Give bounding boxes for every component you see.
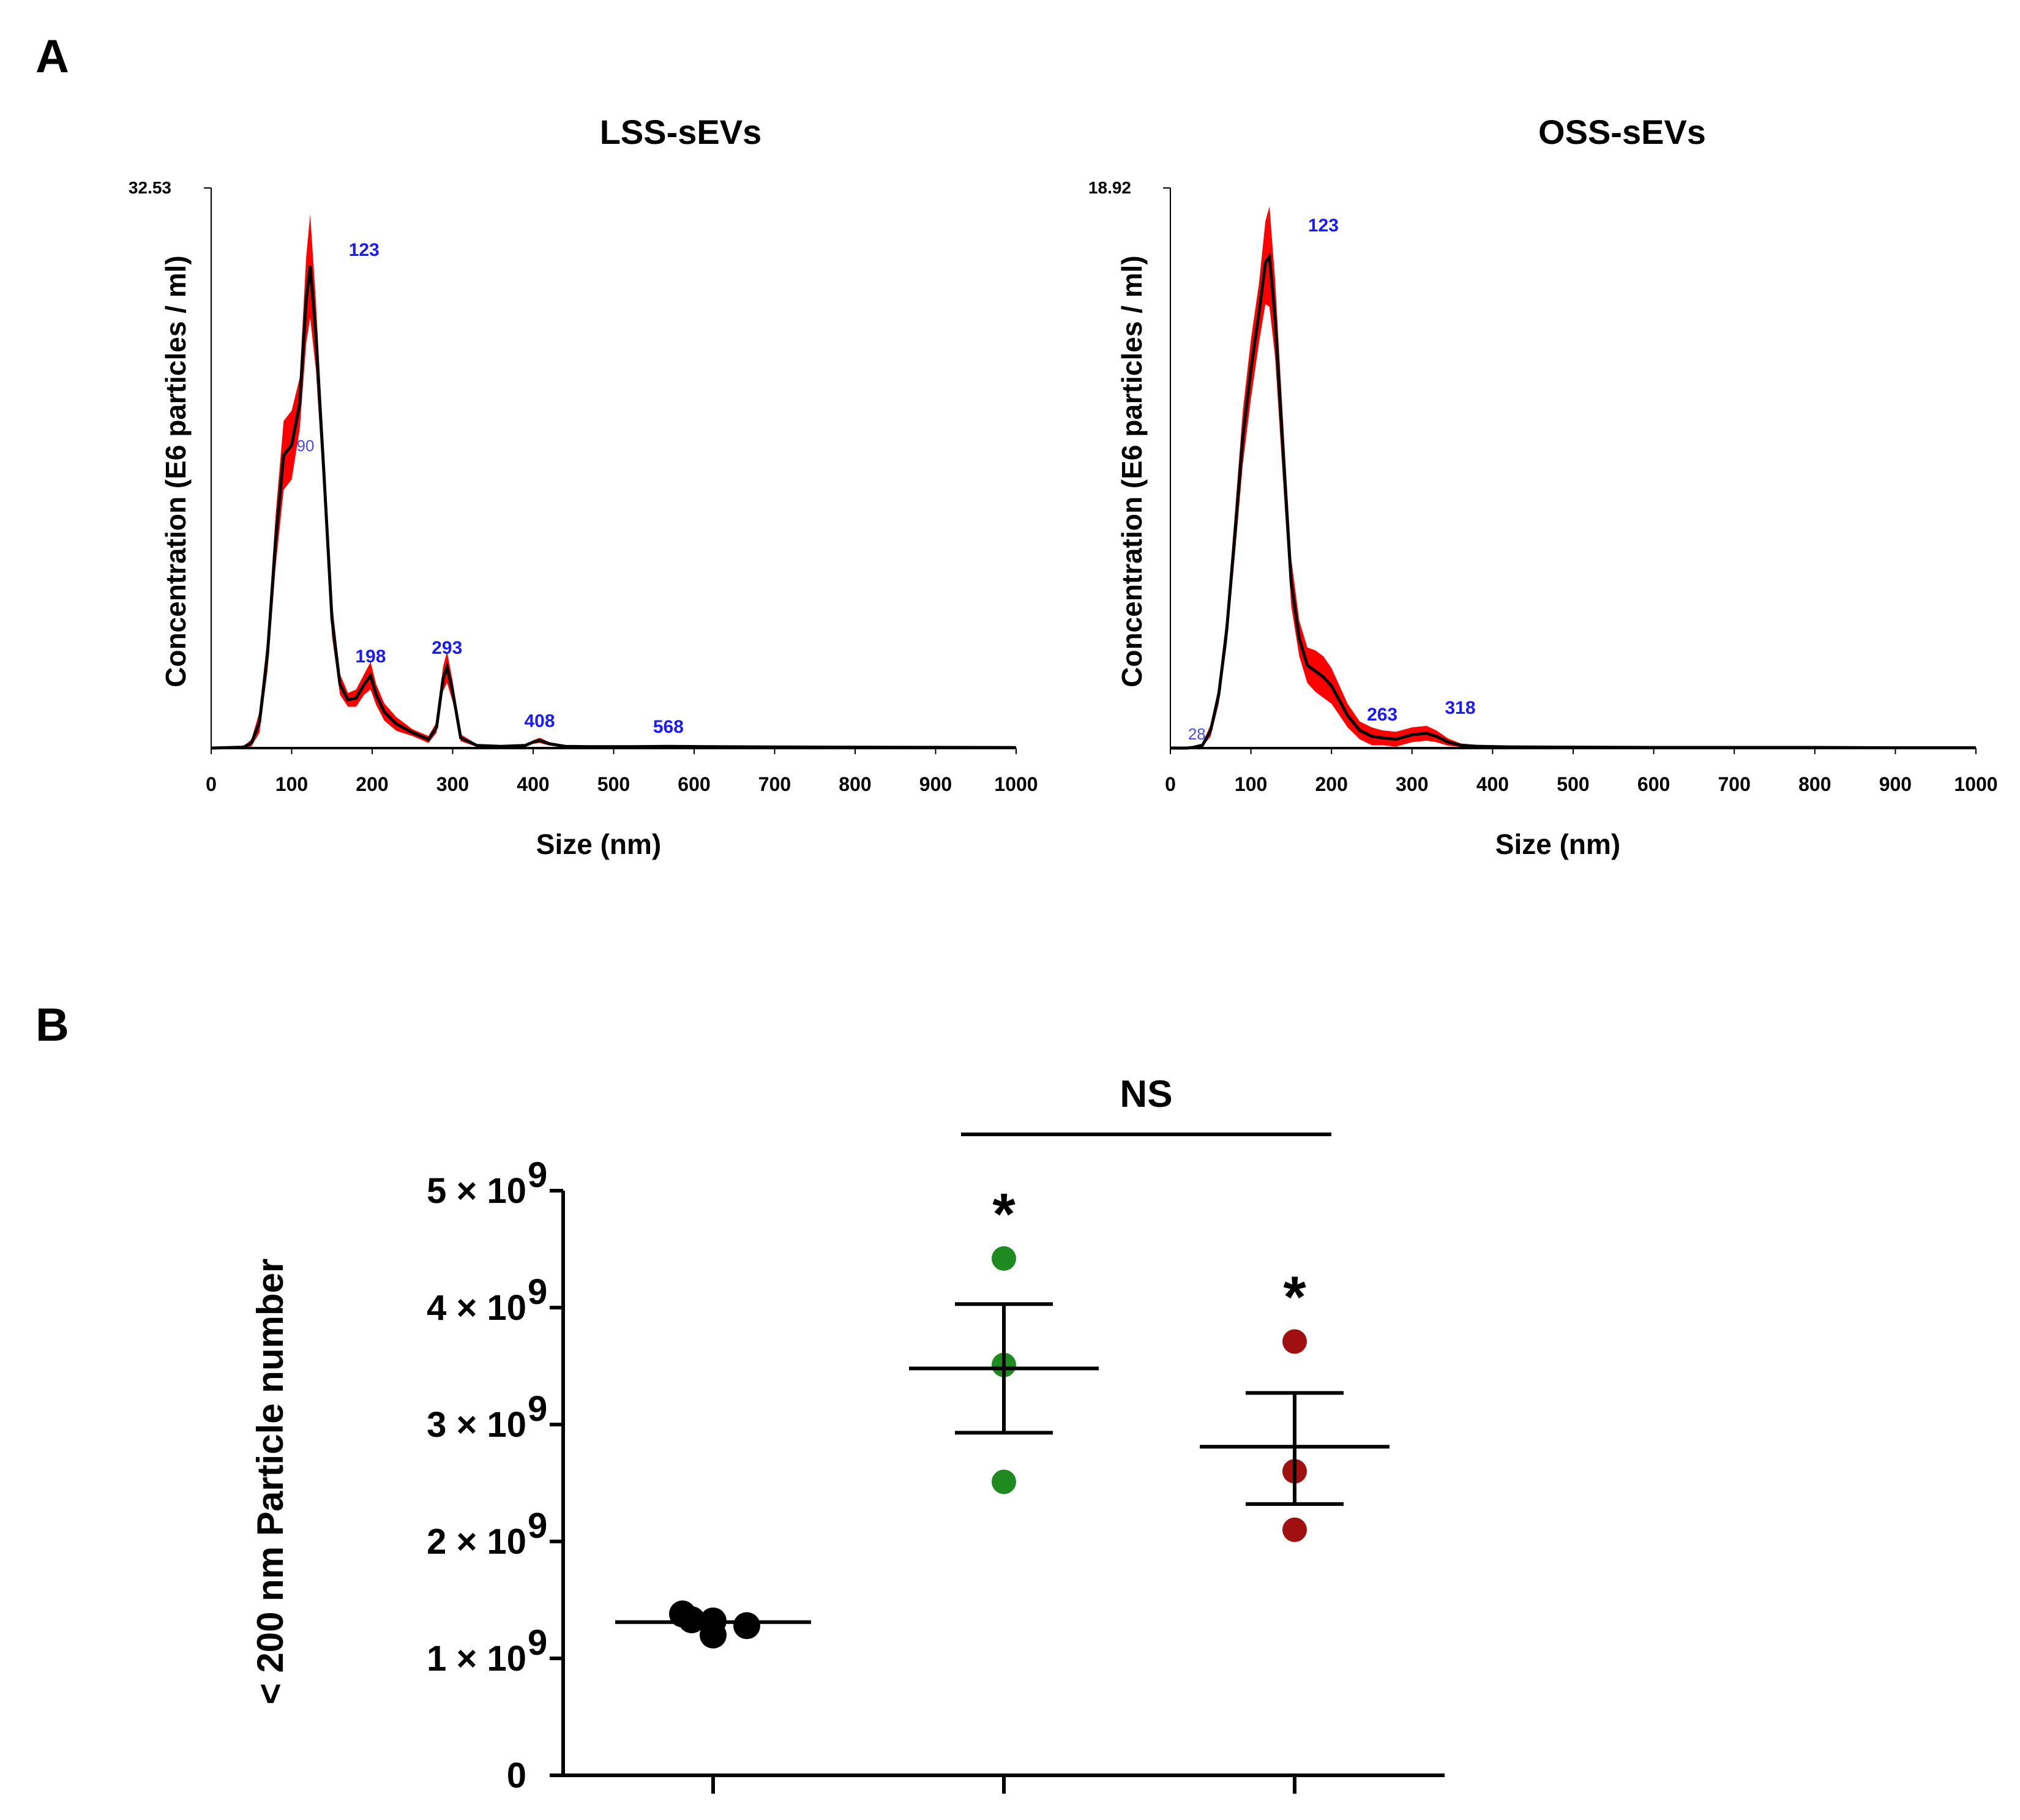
- mean-concentration-line: [211, 266, 1017, 750]
- x-tick-label: 100: [275, 773, 308, 795]
- x-tick-label: 200: [356, 773, 388, 795]
- x-tick-label: 600: [678, 773, 710, 795]
- x-tick-label: 400: [517, 773, 549, 795]
- y-tick-label: 0: [507, 1756, 526, 1796]
- peak-label: 123: [1308, 215, 1339, 236]
- peak-labels: 90 123 198 293 408 568: [297, 240, 684, 737]
- x-tick-label: 400: [1476, 773, 1509, 795]
- x-tick-label: 600: [1637, 773, 1670, 795]
- x-tick-label: 800: [1798, 773, 1831, 795]
- data-point: [992, 1469, 1016, 1494]
- chart-title: OSS-sEVs: [1538, 113, 1706, 151]
- y-tick-label: 3 × 10: [427, 1405, 526, 1445]
- x-axis-label: Size (nm): [1495, 828, 1620, 860]
- y-axis-label: Concentration (E6 particles / ml): [1116, 255, 1148, 687]
- data-point: [992, 1246, 1016, 1271]
- x-tick-label: 200: [1315, 773, 1348, 795]
- data-point: [700, 1621, 727, 1649]
- panel-a-label: A: [36, 31, 69, 83]
- significance-star: *: [992, 1182, 1016, 1247]
- data-point: [1282, 1329, 1307, 1354]
- peak-label: 408: [524, 711, 555, 731]
- y-ticks: 01 × 10 92 × 10 93 × 10 94 × 10 95 × 10 9: [427, 1155, 563, 1796]
- peak-label: 293: [432, 638, 462, 658]
- x-tick-label: 900: [919, 773, 952, 795]
- x-ticks: 0 100 200 300 400 500 600 700 800 900 1000: [206, 748, 1038, 795]
- x-tick-label: 1000: [1954, 773, 1997, 795]
- data-point: [1282, 1517, 1307, 1542]
- chart-title: LSS-sEVs: [600, 113, 762, 151]
- x-tick-label: 300: [1396, 773, 1428, 795]
- x-tick-label: 900: [1879, 773, 1912, 795]
- x-tick-label: 100: [1235, 773, 1267, 795]
- data-point: [733, 1612, 760, 1639]
- particle-number-scatter-chart: < 200 nm Particle number 01 × 10 92 × 10 9…: [250, 1073, 1445, 1796]
- y-tick-label: 4 × 10: [427, 1288, 526, 1328]
- data-point: [678, 1606, 705, 1633]
- significance-star: *: [1283, 1264, 1306, 1330]
- x-tick-label: 700: [758, 773, 791, 795]
- x-tick-label: 500: [597, 773, 630, 795]
- y-tick-exponent: 9: [528, 1155, 547, 1195]
- x-ticks: 0 100 200 300 400 500 600 700 800 900 1000: [1165, 748, 1998, 795]
- peak-label: 28: [1188, 725, 1206, 743]
- peak-label: 263: [1367, 705, 1397, 725]
- mean-concentration-line: [1170, 252, 1976, 750]
- x-tick-label: 300: [436, 773, 469, 795]
- x-tick-label: 500: [1557, 773, 1589, 795]
- comparison-label: NS: [1120, 1073, 1172, 1115]
- error-band: [211, 214, 1016, 748]
- x-axis-label: Size (nm): [536, 828, 661, 860]
- x-tick-label: 800: [839, 773, 871, 795]
- data-groups: **: [615, 1182, 1390, 1649]
- x-tick-label: 0: [1165, 773, 1176, 795]
- lss-size-distribution-chart: LSS-sEVs 32.53 Concentration (E6 particl…: [129, 113, 1038, 860]
- peak-label: 198: [355, 646, 386, 667]
- peak-label: 123: [349, 240, 380, 260]
- x-tick-label: 700: [1718, 773, 1751, 795]
- x-tick-label: 0: [206, 773, 217, 795]
- y-tick-exponent: 9: [528, 1506, 547, 1546]
- panel-b-label: B: [36, 999, 69, 1051]
- y-max-label: 32.53: [129, 178, 171, 197]
- error-band: [1170, 206, 1976, 748]
- y-axis-label: Concentration (E6 particles / ml): [160, 255, 192, 687]
- y-tick-label: 1 × 10: [427, 1639, 526, 1679]
- oss-size-distribution-chart: OSS-sEVs 18.92 Concentration (E6 particl…: [1088, 113, 1998, 860]
- y-axis-label: < 200 nm Particle number: [250, 1259, 291, 1705]
- y-tick-label: 5 × 10: [427, 1171, 526, 1211]
- y-tick-exponent: 9: [528, 1623, 547, 1663]
- y-max-label: 18.92: [1088, 178, 1131, 197]
- y-tick-exponent: 9: [528, 1272, 547, 1312]
- peak-label: 318: [1445, 698, 1475, 718]
- peak-label: 90: [297, 436, 315, 455]
- x-tick-label: 1000: [994, 773, 1038, 795]
- y-tick-label: 2 × 10: [427, 1522, 526, 1562]
- peak-label: 568: [653, 717, 684, 737]
- group-ticks: [711, 1775, 1296, 1794]
- comparison-bracket: NS: [961, 1073, 1331, 1136]
- peak-labels: 28 123 263 318: [1188, 215, 1476, 743]
- y-tick-exponent: 9: [528, 1389, 547, 1429]
